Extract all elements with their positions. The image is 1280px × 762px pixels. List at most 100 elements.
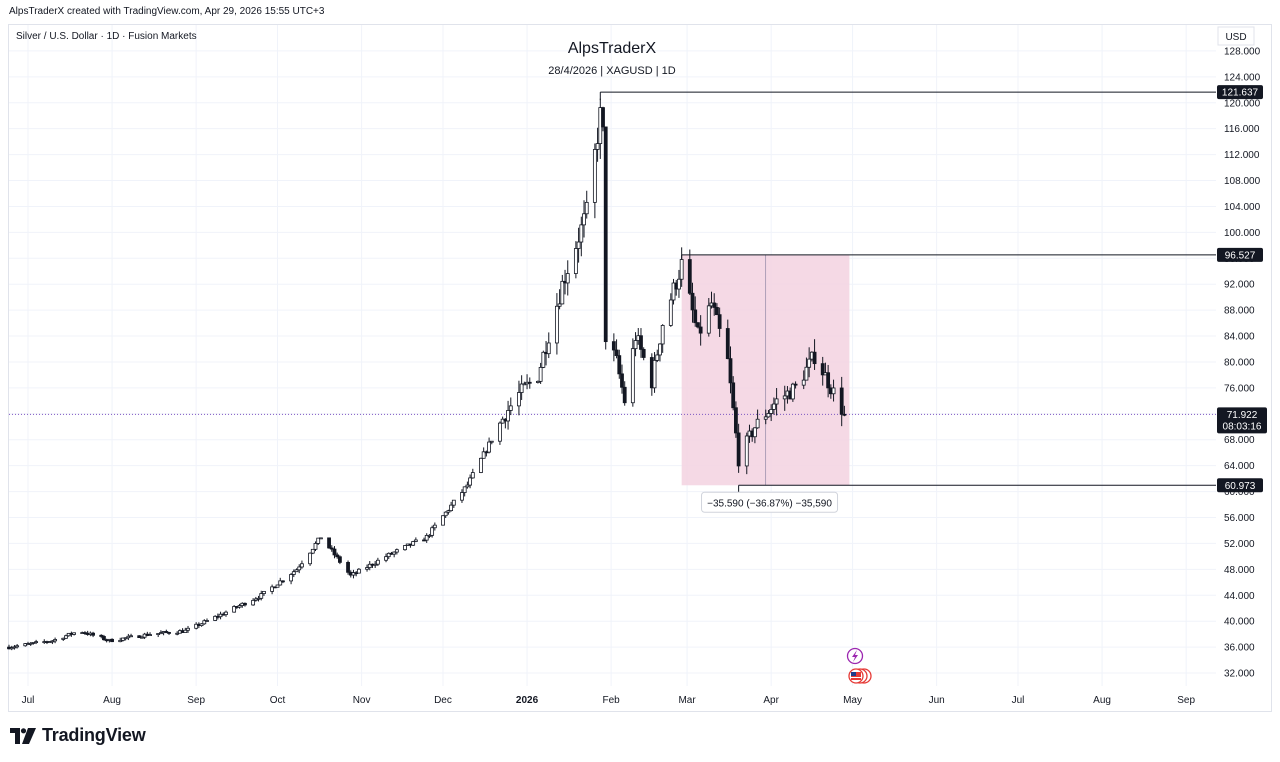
candle[interactable] <box>300 560 304 569</box>
candle[interactable] <box>804 357 809 381</box>
candle[interactable] <box>194 622 199 630</box>
candle[interactable] <box>614 339 619 359</box>
candle[interactable] <box>481 447 486 459</box>
candle[interactable] <box>582 200 586 238</box>
candle[interactable] <box>658 343 662 362</box>
candle[interactable] <box>679 247 684 287</box>
candle[interactable] <box>413 537 418 543</box>
candle[interactable] <box>148 632 152 637</box>
candle[interactable] <box>690 282 695 323</box>
candle[interactable] <box>839 376 844 427</box>
candle[interactable] <box>706 297 711 337</box>
candle[interactable] <box>91 631 95 638</box>
candle[interactable] <box>630 338 635 407</box>
candle[interactable] <box>595 127 600 162</box>
candle[interactable] <box>611 333 616 362</box>
tradingview-logo[interactable]: TradingView <box>10 725 146 746</box>
candle[interactable] <box>50 640 55 645</box>
candle[interactable] <box>313 541 318 552</box>
candle[interactable] <box>489 440 494 445</box>
candle[interactable] <box>394 548 399 555</box>
candle[interactable] <box>259 590 264 601</box>
candle[interactable] <box>842 405 847 417</box>
candle[interactable] <box>668 293 673 327</box>
candle[interactable] <box>771 397 776 415</box>
candle[interactable] <box>620 364 624 394</box>
candle[interactable] <box>812 339 817 370</box>
candle[interactable] <box>487 437 491 454</box>
candle[interactable] <box>164 629 169 634</box>
candle[interactable] <box>310 548 315 555</box>
candle[interactable] <box>601 106 605 132</box>
candle[interactable] <box>61 637 66 641</box>
candle[interactable] <box>123 637 128 641</box>
candle[interactable] <box>270 584 274 595</box>
candle[interactable] <box>820 356 825 386</box>
candle[interactable] <box>72 632 76 636</box>
candle[interactable] <box>275 584 280 588</box>
candle[interactable] <box>118 637 123 643</box>
candle[interactable] <box>468 474 473 489</box>
candle[interactable] <box>652 352 657 393</box>
candle[interactable] <box>639 328 643 358</box>
y-axis[interactable]: 128.000 124.000 120.000 116.000 112.000 108.0… <box>1224 46 1261 679</box>
candle[interactable] <box>167 631 171 635</box>
candle[interactable] <box>446 509 451 515</box>
candles[interactable] <box>7 98 847 651</box>
candle[interactable] <box>202 619 207 625</box>
candle[interactable] <box>327 537 331 549</box>
candle[interactable] <box>538 362 543 384</box>
candle[interactable] <box>584 190 589 219</box>
candle[interactable] <box>801 370 806 390</box>
candle[interactable] <box>508 397 513 416</box>
candle[interactable] <box>213 615 218 622</box>
candle[interactable] <box>356 568 361 574</box>
candle[interactable] <box>367 561 372 571</box>
candle[interactable] <box>790 382 795 402</box>
event-icons[interactable] <box>846 647 872 684</box>
candle[interactable] <box>386 552 391 560</box>
candle[interactable] <box>557 289 562 310</box>
candle[interactable] <box>660 324 665 353</box>
candle[interactable] <box>316 537 321 545</box>
candle[interactable] <box>140 635 144 639</box>
candle[interactable] <box>335 552 340 559</box>
candle[interactable] <box>774 388 779 416</box>
candle[interactable] <box>441 515 445 526</box>
candle[interactable] <box>712 293 717 316</box>
candle[interactable] <box>346 560 350 575</box>
candle[interactable] <box>443 511 448 519</box>
candle[interactable] <box>384 553 388 563</box>
candle[interactable] <box>237 603 242 609</box>
candle[interactable] <box>633 332 638 357</box>
candle[interactable] <box>696 322 700 329</box>
candle[interactable] <box>427 534 432 539</box>
levels[interactable] <box>599 91 1216 494</box>
candle[interactable] <box>715 303 719 316</box>
candle[interactable] <box>183 627 188 633</box>
candle[interactable] <box>289 572 293 585</box>
candle[interactable] <box>297 564 302 574</box>
candle[interactable] <box>769 404 774 422</box>
x-axis[interactable]: Jul Aug Sep Oct Nov Dec 2026 Feb Mar Apr May Jun Jul… <box>22 695 1196 706</box>
candle[interactable] <box>319 537 323 540</box>
candle[interactable] <box>432 522 437 531</box>
candle[interactable] <box>256 595 261 602</box>
candle[interactable] <box>536 380 540 384</box>
candle[interactable] <box>12 644 17 650</box>
candle[interactable] <box>752 427 757 444</box>
candle[interactable] <box>565 260 570 296</box>
candle[interactable] <box>338 555 342 565</box>
candle[interactable] <box>592 143 597 219</box>
candle[interactable] <box>677 269 681 298</box>
candle[interactable] <box>522 381 527 386</box>
candle[interactable] <box>205 618 209 622</box>
candle[interactable] <box>232 605 237 613</box>
candle[interactable] <box>121 637 125 642</box>
candle[interactable] <box>671 278 676 305</box>
candle[interactable] <box>462 486 467 497</box>
candle[interactable] <box>375 557 380 567</box>
candle[interactable] <box>308 552 312 566</box>
candle[interactable] <box>278 577 283 586</box>
